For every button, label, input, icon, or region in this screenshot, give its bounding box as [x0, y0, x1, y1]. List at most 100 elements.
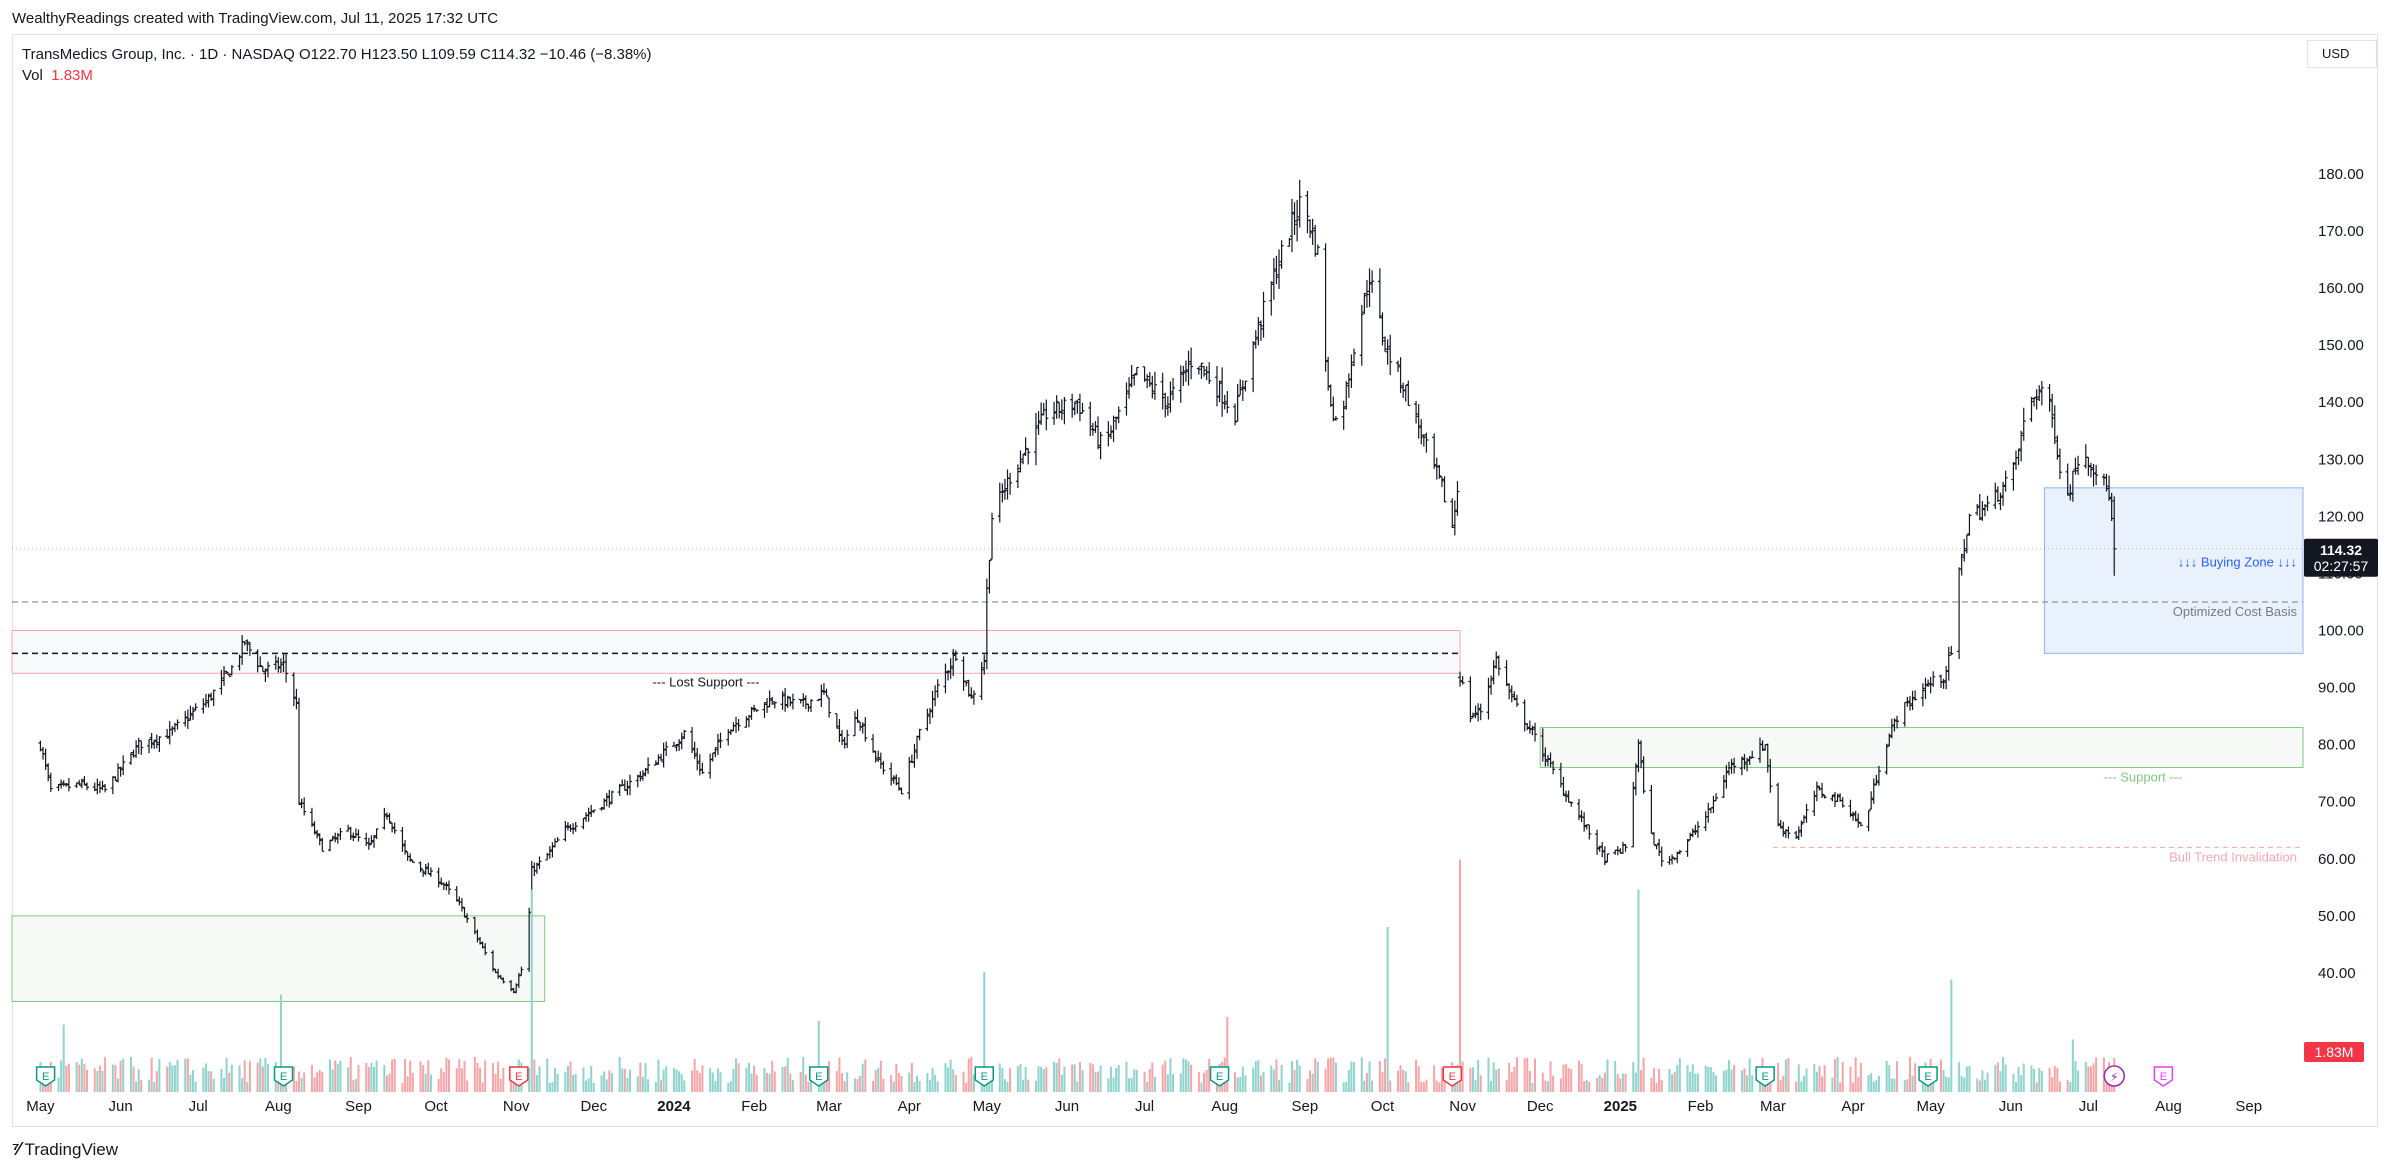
ohlc-bar [971, 690, 976, 705]
volume-bar [1019, 1064, 1022, 1092]
volume-bar [548, 1082, 551, 1092]
ohlc-bar [1359, 305, 1364, 366]
volume-bar [600, 1075, 603, 1092]
volume-bar [370, 1062, 373, 1092]
volume-bar [1965, 1066, 1968, 1092]
ohlc-bar [534, 862, 539, 874]
ohlc-bar [2088, 462, 2093, 478]
ohlc-bar [1633, 763, 1638, 796]
ohlc-bar [2091, 463, 2096, 487]
ohlc-bar [454, 886, 459, 902]
ohlc-bar [1098, 431, 1103, 460]
ohlc-bar [1721, 774, 1726, 798]
ohlc-bar [1434, 457, 1439, 480]
ohlc-bar [780, 691, 785, 710]
currency-selector[interactable]: USD [2307, 40, 2377, 68]
volume-bar [1802, 1075, 1805, 1092]
tradingview-logo[interactable]: ⁷⁄ TradingView [12, 1139, 118, 1160]
ohlc-bar [245, 639, 250, 652]
volume-bar [1968, 1065, 1971, 1092]
ohlc-bar [1421, 434, 1426, 447]
volume-bar [1016, 1066, 1019, 1092]
ohlc-bar [1494, 651, 1499, 669]
symbol-legend[interactable]: TransMedics Group, Inc. · 1D · NASDAQ O1… [22, 44, 652, 86]
volume-bar [538, 1066, 541, 1092]
chart-frame[interactable] [12, 34, 2378, 1127]
ohlc-bar [229, 665, 234, 676]
ohlc-bar [966, 679, 971, 697]
volume-bar [1027, 1079, 1030, 1092]
ohlc-bar [1941, 678, 1946, 689]
volume-tag-value: 1.83M [2315, 1044, 2354, 1060]
ohlc-bar [1962, 539, 1967, 562]
ohlc-bar [2094, 464, 2099, 486]
ohlc-bar [1367, 268, 1372, 308]
volume-bar [825, 1075, 828, 1092]
volume-bar [2017, 1066, 2020, 1092]
ohlc-bar [819, 684, 824, 708]
ohlc-bar [1362, 293, 1367, 314]
volume-bar [1497, 1068, 1500, 1092]
volume-bar [696, 1070, 699, 1092]
ohlc-bar [1931, 671, 1936, 687]
volume-bar [212, 1078, 215, 1092]
ohlc-bar [154, 734, 159, 749]
volume-bar [1577, 1060, 1580, 1092]
volume-bar [298, 1071, 301, 1092]
ohlc-bar [1181, 365, 1186, 386]
volume-bar [1746, 1075, 1749, 1092]
ohlc-bar [1747, 755, 1752, 765]
ohlc-bar [1026, 448, 1031, 465]
x-axis-tick-label: Aug [2155, 1098, 2182, 1115]
volume-bar [135, 1081, 138, 1092]
volume-bar [1487, 1057, 1490, 1092]
ohlc-bar [1566, 790, 1571, 803]
x-axis-tick-label: Apr [1841, 1098, 1864, 1115]
volume-bar [1490, 1080, 1493, 1092]
volume-bar [753, 1065, 756, 1092]
volume-bar [1870, 1073, 1873, 1092]
ohlc-bar [426, 862, 431, 875]
volume-bar [220, 1068, 223, 1092]
ohlc-bar [1892, 718, 1897, 732]
ohlc-bar [935, 679, 940, 698]
volume-label: Vol [22, 67, 43, 84]
volume-bar [1241, 1066, 1244, 1092]
volume-bar [1823, 1065, 1826, 1092]
volume-bar [458, 1059, 461, 1092]
ohlc-bar [374, 828, 379, 839]
earnings-letter: E [1216, 1071, 1223, 1083]
volume-bar [1673, 1071, 1676, 1092]
volume-bar [900, 1075, 903, 1092]
volume-bar [1363, 1080, 1366, 1092]
ohlc-bar [188, 705, 193, 721]
ohlc-bar [656, 754, 661, 765]
ohlc-bar [498, 974, 503, 979]
volume-bar [1073, 1064, 1076, 1092]
ohlc-bar [2052, 405, 2057, 445]
ohlc-bar [736, 718, 741, 731]
volume-bar [931, 1067, 934, 1092]
ohlc-bar [465, 913, 470, 923]
ohlc-bar [149, 732, 154, 749]
volume-bar [735, 1058, 738, 1092]
volume-bar [1135, 1069, 1138, 1092]
ohlc-bar [2076, 455, 2081, 475]
volume-bar [587, 1078, 590, 1092]
ohlc-bar [609, 790, 614, 805]
ohlc-bar [351, 832, 356, 842]
volume-bar [2040, 1070, 2043, 1092]
volume-bar [882, 1078, 885, 1092]
earnings-letter: E [1924, 1071, 1931, 1083]
ohlc-bar [930, 690, 935, 718]
volume-bar [698, 1072, 701, 1092]
ohlc-bar [917, 728, 922, 741]
ohlc-bar [95, 778, 100, 795]
ohlc-bar [441, 882, 446, 891]
ohlc-bar [1308, 219, 1313, 238]
ohlc-bar [767, 690, 772, 708]
optimized-cost-basis-label: Optimized Cost Basis [2173, 604, 2298, 619]
volume-bar [1640, 1070, 1643, 1092]
earnings-icon [35, 1066, 56, 1087]
